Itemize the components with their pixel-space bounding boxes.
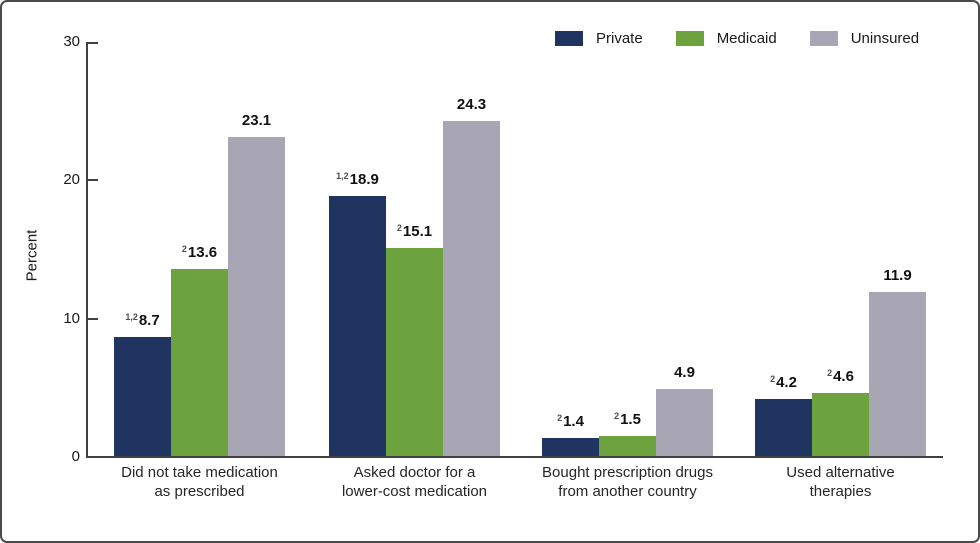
footnote-superscript: 1,2 (336, 170, 349, 181)
y-axis-line (86, 42, 88, 458)
bar-private-group1 (114, 336, 171, 456)
legend-label: Private (596, 30, 643, 47)
legend-label: Uninsured (850, 30, 920, 47)
bar-medicaid-group1 (171, 268, 228, 456)
legend-item-uninsured: Uninsured (809, 30, 920, 47)
y-axis-title: Percent (23, 229, 41, 282)
bar-medicaid-group2 (386, 248, 443, 456)
category-label: Did not take medication as prescribed (121, 464, 278, 500)
legend-swatch-medicaid (675, 31, 704, 46)
y-tick-label: 10 (63, 309, 80, 327)
category-label: Used alternative therapies (786, 464, 895, 500)
value-label: 21.5 (614, 411, 641, 429)
bar-uninsured-group2 (443, 120, 500, 456)
value-label: 4.9 (674, 364, 695, 382)
legend-item-medicaid: Medicaid (675, 30, 777, 47)
value-label: 24.6 (827, 368, 854, 386)
footnote-superscript: 2 (396, 223, 402, 234)
y-tick-mark (88, 179, 98, 182)
x-axis-line (86, 456, 943, 458)
bar-medicaid-group4 (812, 393, 869, 456)
value-label: 11.9 (883, 267, 912, 285)
legend-label: Medicaid (716, 30, 777, 47)
footnote-superscript: 2 (181, 243, 187, 254)
value-label: 23.1 (241, 112, 272, 130)
y-tick-mark (88, 317, 98, 320)
footnote-superscript: 2 (770, 373, 776, 384)
value-label: 21.4 (557, 412, 584, 430)
value-label: 24.3 (456, 95, 487, 113)
y-tick-label: 20 (63, 171, 80, 189)
value-label: 215.1 (396, 223, 433, 241)
y-tick-label: 0 (71, 448, 80, 465)
legend-swatch-uninsured (809, 31, 838, 46)
footnote-superscript: 2 (614, 411, 620, 422)
value-label: 213.6 (181, 243, 218, 261)
legend-swatch-private (555, 31, 583, 46)
bar-private-group2 (329, 195, 386, 456)
bar-uninsured-group4 (869, 292, 926, 456)
legend: Private Medicaid Uninsured (555, 30, 919, 47)
footnote-superscript: 2 (557, 412, 563, 423)
footnote-superscript: 1,2 (125, 311, 138, 322)
bar-medicaid-group3 (599, 436, 656, 456)
value-label: 24.2 (770, 373, 797, 391)
bar-uninsured-group3 (656, 389, 713, 456)
category-label: Bought prescription drugs from another c… (542, 464, 713, 500)
bar-uninsured-group1 (228, 137, 285, 456)
y-tick-label: 30 (63, 33, 80, 50)
bar-private-group3 (542, 437, 599, 456)
y-tick-mark (88, 42, 98, 44)
value-label: 1,218.9 (336, 170, 379, 188)
value-label: 1,28.7 (125, 311, 160, 329)
category-label: Asked doctor for a lower-cost medication (341, 464, 488, 500)
bar-private-group4 (755, 398, 812, 456)
footnote-superscript: 2 (827, 368, 833, 379)
legend-item-private: Private (555, 30, 643, 47)
